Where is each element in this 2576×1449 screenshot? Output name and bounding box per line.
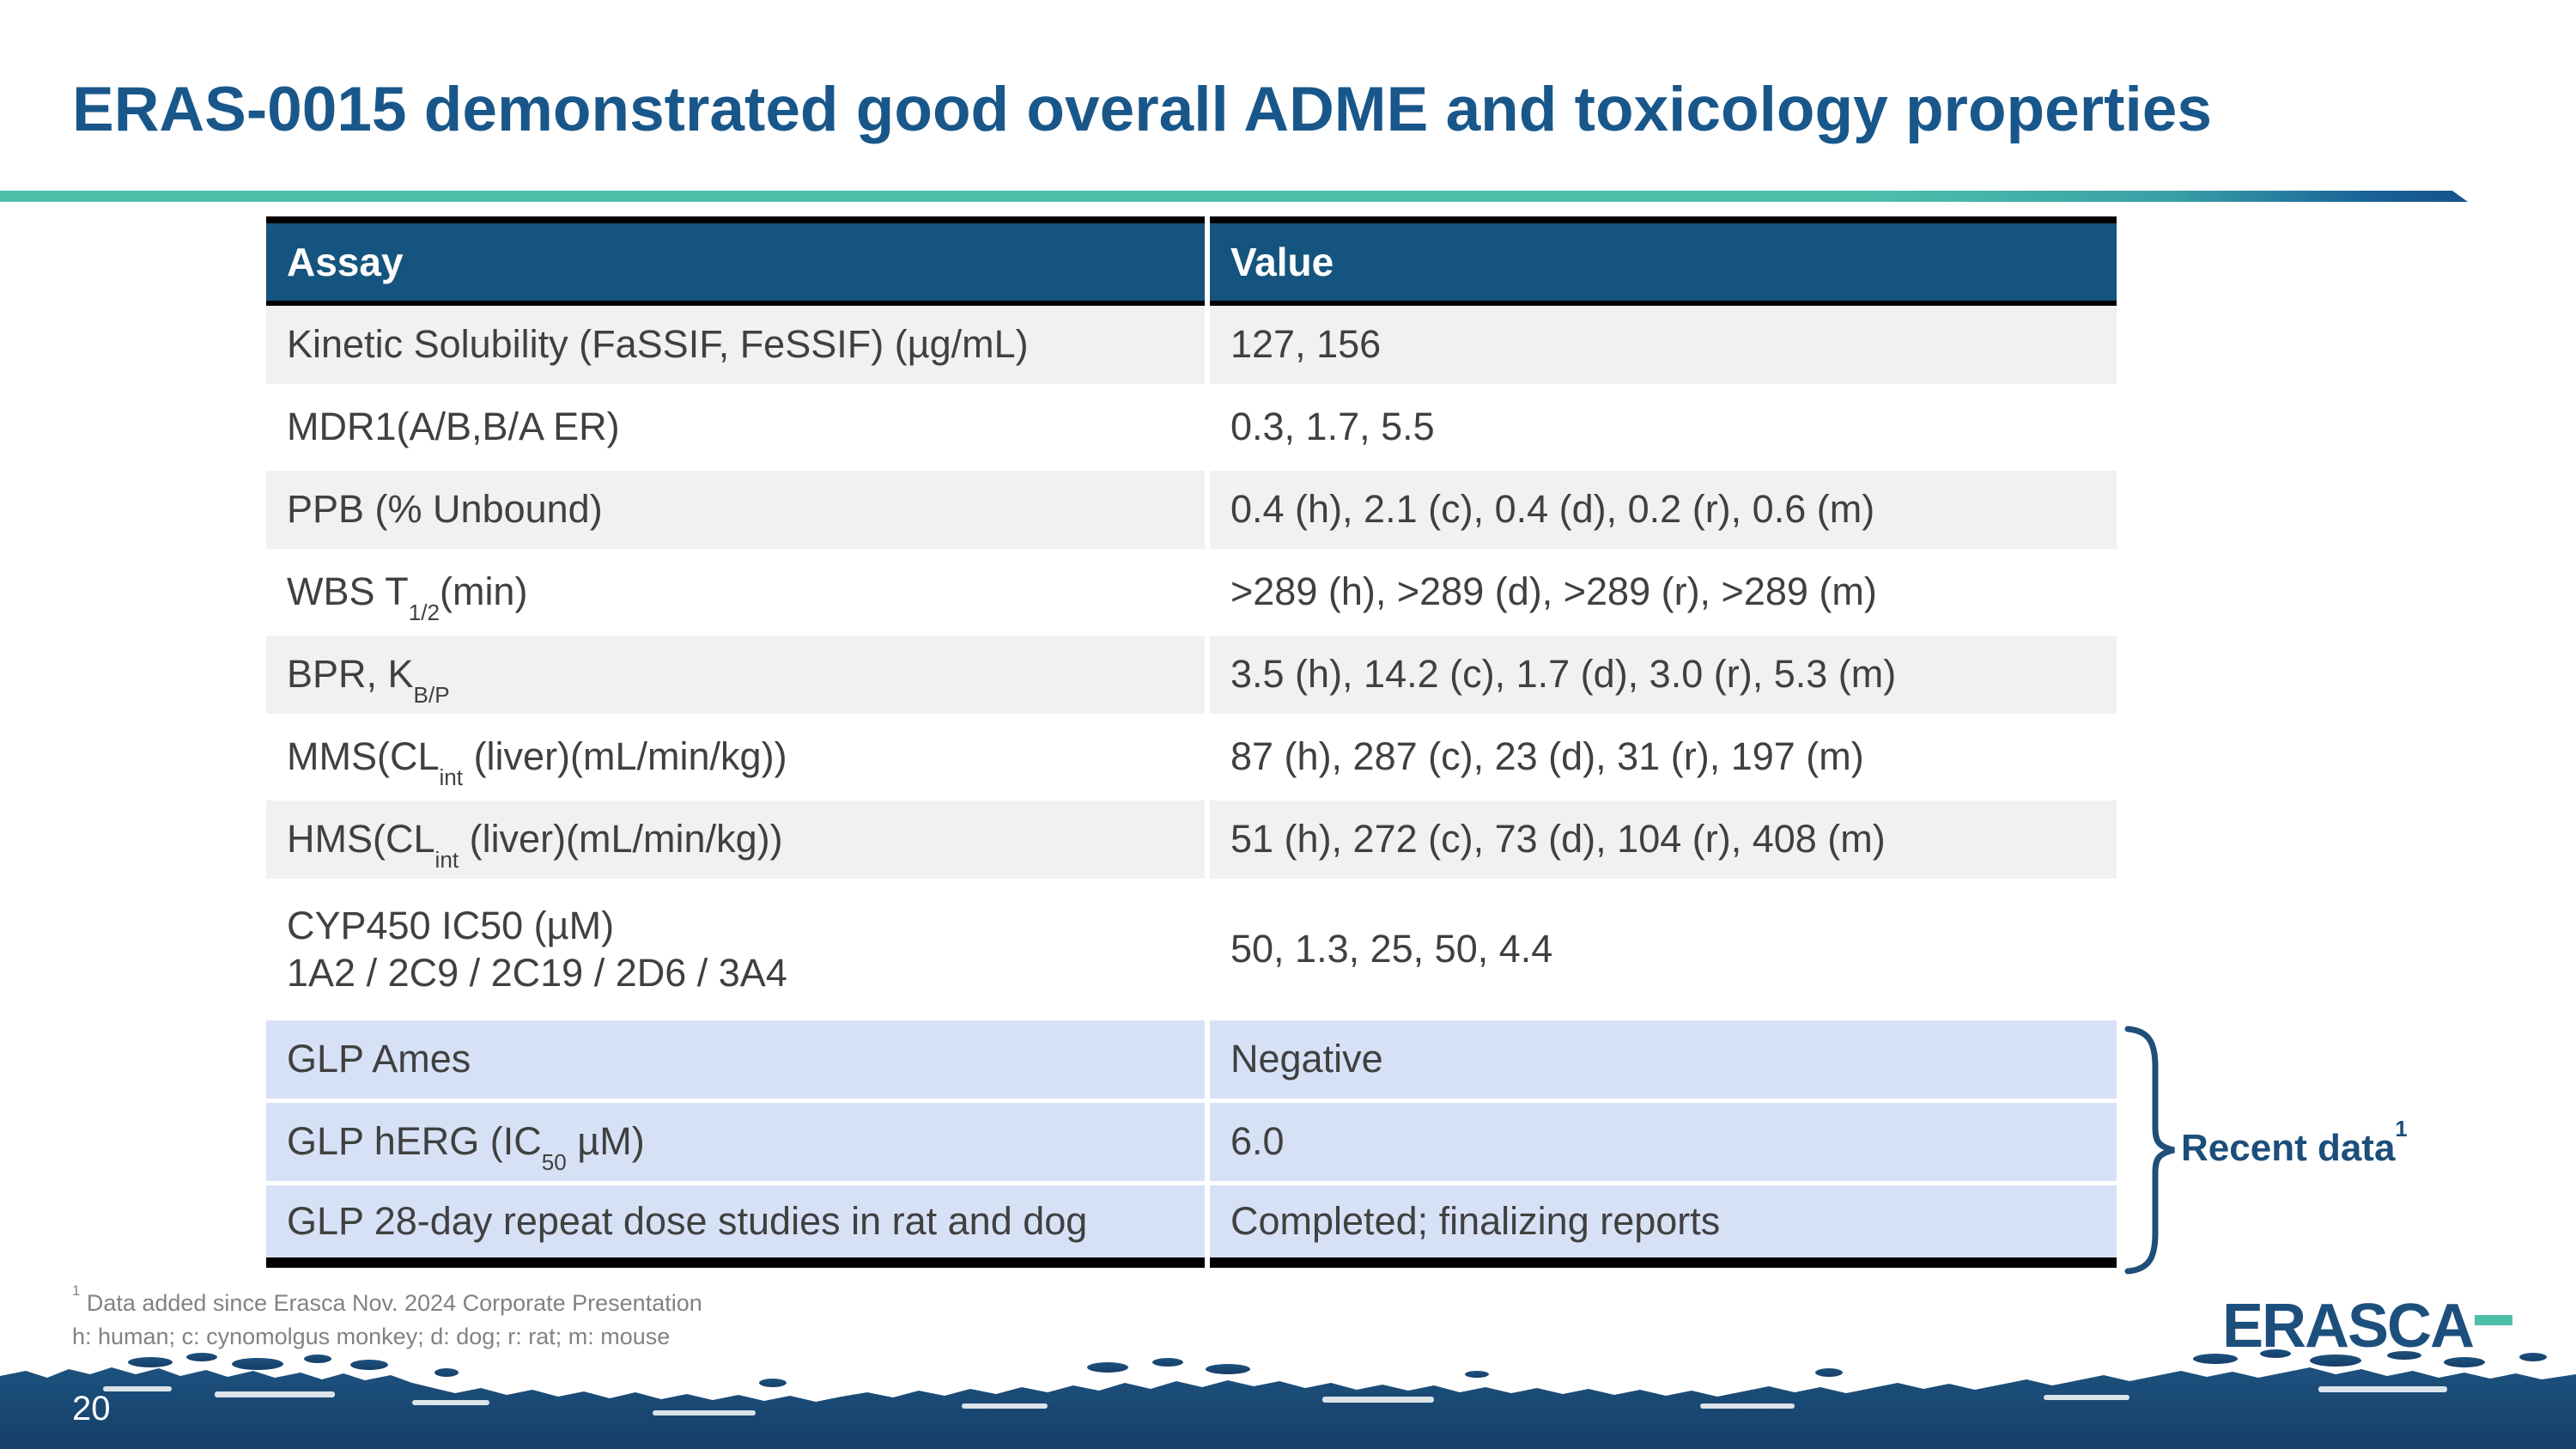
footnote-line-2: h: human; c: cynomolgus monkey; d: dog; … [72, 1324, 671, 1349]
table-row: Kinetic Solubility (FaSSIF, FeSSIF) (µg/… [266, 306, 2117, 388]
footer-brush-band [0, 1349, 2576, 1449]
table-row: CYP450 IC50 (µM) 1A2 / 2C9 / 2C19 / 2D6 /… [266, 883, 2117, 1020]
assay-cell: GLP Ames [266, 1020, 1205, 1103]
teal-divider [0, 191, 2468, 202]
table-row-recent: GLP hERG (IC50 µM) 6.0 [266, 1103, 2117, 1185]
erasca-logo-dash-icon [2475, 1315, 2513, 1325]
erasca-logo-text: ERASCA [2222, 1292, 2475, 1361]
assay-cell: CYP450 IC50 (µM) 1A2 / 2C9 / 2C19 / 2D6 /… [266, 883, 1205, 1020]
assay-cell: MDR1(A/B,B/A ER) [266, 388, 1205, 471]
erasca-logo: ERASCA [2222, 1292, 2513, 1361]
assay-cell: PPB (% Unbound) [266, 471, 1205, 553]
table-row: BPR, KB/P 3.5 (h), 14.2 (c), 1.7 (d), 3.… [266, 636, 2117, 718]
slide-title: ERAS-0015 demonstrated good overall ADME… [72, 75, 2212, 144]
table-row-recent: GLP 28-day repeat dose studies in rat an… [266, 1185, 2117, 1268]
value-cell: 0.3, 1.7, 5.5 [1210, 388, 2117, 471]
value-cell: Negative [1210, 1020, 2117, 1103]
assay-cell: WBS T1/2(min) [266, 553, 1205, 636]
column-header-assay: Assay [266, 216, 1205, 306]
right-brace-icon [2124, 1026, 2175, 1275]
value-cell: 3.5 (h), 14.2 (c), 1.7 (d), 3.0 (r), 5.3… [1210, 636, 2117, 718]
table-header-row: Assay Value [266, 216, 2117, 306]
assay-cell: MMS(CLint (liver)(mL/min/kg)) [266, 718, 1205, 801]
table-row: PPB (% Unbound) 0.4 (h), 2.1 (c), 0.4 (d… [266, 471, 2117, 553]
table-row: MDR1(A/B,B/A ER) 0.3, 1.7, 5.5 [266, 388, 2117, 471]
value-cell: 0.4 (h), 2.1 (c), 0.4 (d), 0.2 (r), 0.6 … [1210, 471, 2117, 553]
assay-cell: HMS(CLint (liver)(mL/min/kg)) [266, 801, 1205, 883]
value-cell: 127, 156 [1210, 306, 2117, 388]
table-row: HMS(CLint (liver)(mL/min/kg)) 51 (h), 27… [266, 801, 2117, 883]
assay-table: Assay Value Kinetic Solubility (FaSSIF, … [261, 216, 2122, 1268]
assay-cell: Kinetic Solubility (FaSSIF, FeSSIF) (µg/… [266, 306, 1205, 388]
value-cell: 51 (h), 272 (c), 73 (d), 104 (r), 408 (m… [1210, 801, 2117, 883]
footnote-line-1: 1 Data added since Erasca Nov. 2024 Corp… [72, 1282, 702, 1316]
page-number: 20 [72, 1390, 111, 1428]
footnotes: 1 Data added since Erasca Nov. 2024 Corp… [72, 1282, 702, 1354]
value-cell: Completed; finalizing reports [1210, 1185, 2117, 1268]
assay-cell: GLP 28-day repeat dose studies in rat an… [266, 1185, 1205, 1268]
assay-cell: GLP hERG (IC50 µM) [266, 1103, 1205, 1185]
table-row: WBS T1/2(min) >289 (h), >289 (d), >289 (… [266, 553, 2117, 636]
recent-data-label: Recent data1 [2181, 1117, 2408, 1169]
value-cell: 6.0 [1210, 1103, 2117, 1185]
value-cell: 87 (h), 287 (c), 23 (d), 31 (r), 197 (m) [1210, 718, 2117, 801]
table-row: MMS(CLint (liver)(mL/min/kg)) 87 (h), 28… [266, 718, 2117, 801]
value-cell: 50, 1.3, 25, 50, 4.4 [1210, 883, 2117, 1020]
value-cell: >289 (h), >289 (d), >289 (r), >289 (m) [1210, 553, 2117, 636]
column-header-value: Value [1210, 216, 2117, 306]
assay-cell: BPR, KB/P [266, 636, 1205, 718]
table-row-recent: GLP Ames Negative [266, 1020, 2117, 1103]
